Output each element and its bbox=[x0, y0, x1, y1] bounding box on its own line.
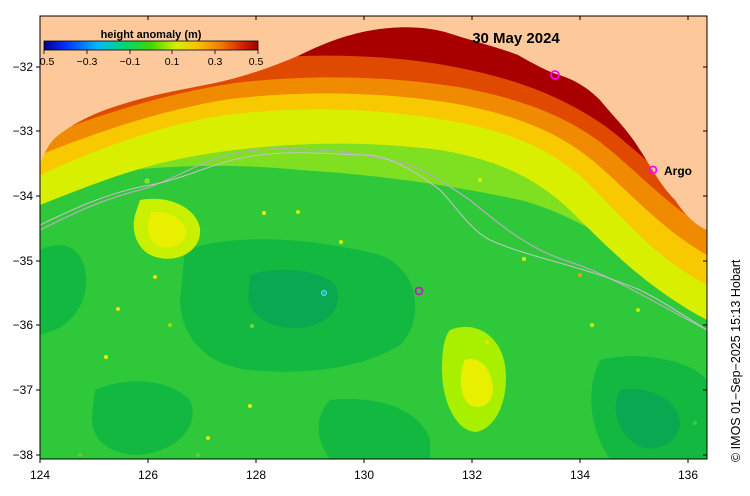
x-tick-label: 132 bbox=[462, 468, 482, 482]
argo-legend: Argo bbox=[648, 164, 692, 178]
contour-band-red-orange bbox=[40, 45, 707, 229]
observation-point bbox=[262, 211, 266, 215]
observation-point bbox=[250, 324, 254, 328]
colorbar-tick: 0.3 bbox=[208, 56, 223, 68]
x-tick-label: 130 bbox=[354, 468, 374, 482]
contour-lower-center-core bbox=[248, 269, 339, 329]
observation-point bbox=[321, 290, 327, 296]
observation-point bbox=[578, 273, 582, 277]
observation-point bbox=[153, 275, 157, 279]
contour-high-southcentral-core bbox=[460, 359, 493, 407]
argo-float-marker[interactable] bbox=[550, 70, 560, 80]
x-tick-label: 136 bbox=[678, 468, 698, 482]
colorbar-bar bbox=[43, 40, 259, 51]
observation-point bbox=[206, 436, 210, 440]
observation-point bbox=[590, 323, 594, 327]
colorbar: height anomaly (m) 0.5 −0.3 −0.1 0.1 0.3… bbox=[40, 29, 264, 68]
observation-point bbox=[116, 307, 120, 311]
observation-point bbox=[693, 421, 697, 425]
colorbar-tick: −0.3 bbox=[77, 56, 98, 68]
y-tick-label: −33 bbox=[13, 124, 34, 138]
y-tick-label: −38 bbox=[13, 448, 34, 462]
argo-legend-label: Argo bbox=[664, 164, 692, 178]
x-tick-label: 126 bbox=[138, 468, 158, 482]
contour-band-yellow bbox=[40, 94, 707, 320]
observation-point bbox=[196, 453, 200, 457]
observation-point bbox=[485, 340, 489, 344]
observation-markers bbox=[78, 70, 697, 457]
credit-text: © IMOS 01−Sep−2025 15:13 Hobart bbox=[729, 259, 743, 462]
map-plot-area bbox=[40, 16, 707, 459]
contour-band-orange-yellow bbox=[40, 76, 707, 285]
observation-point bbox=[168, 323, 172, 327]
x-tick-label: 134 bbox=[570, 468, 590, 482]
y-tick-label: −32 bbox=[13, 60, 34, 74]
colorbar-tick: −0.1 bbox=[120, 56, 141, 68]
contour-low-south bbox=[318, 399, 430, 459]
x-axis-labels: 124 126 128 130 132 134 136 bbox=[30, 468, 698, 482]
observation-point bbox=[248, 404, 252, 408]
x-tick-label: 128 bbox=[246, 468, 266, 482]
observation-point bbox=[144, 178, 150, 184]
observation-point bbox=[104, 355, 108, 359]
y-axis-ticks bbox=[36, 66, 707, 456]
y-tick-label: −35 bbox=[13, 254, 34, 268]
observation-point bbox=[478, 178, 482, 182]
colorbar-tick: 0.5 bbox=[40, 56, 55, 68]
date-title: 30 May 2024 bbox=[472, 30, 560, 47]
x-axis-ticks bbox=[39, 16, 689, 463]
argo-legend-icon bbox=[648, 165, 658, 175]
y-tick-label: −37 bbox=[13, 383, 34, 397]
contour-low-southeast-core bbox=[615, 389, 680, 449]
x-tick-label: 124 bbox=[30, 468, 50, 482]
y-tick-label: −34 bbox=[13, 189, 34, 203]
contour-low-southwest bbox=[91, 381, 193, 455]
argo-float-marker[interactable] bbox=[414, 286, 424, 296]
y-tick-label: −36 bbox=[13, 318, 34, 332]
observation-point bbox=[636, 308, 640, 312]
observation-point bbox=[296, 210, 300, 214]
contour-high-west-core bbox=[147, 211, 186, 248]
plot-frame bbox=[39, 15, 708, 460]
observation-point bbox=[78, 453, 82, 457]
colorbar-tick: 0.5 bbox=[249, 56, 264, 68]
colorbar-title: height anomaly (m) bbox=[101, 29, 202, 41]
contour-low-west bbox=[40, 245, 86, 335]
observation-point bbox=[522, 257, 526, 261]
colorbar-tick: 0.1 bbox=[165, 56, 180, 68]
y-axis-labels: −32 −33 −34 −35 −36 −37 −38 bbox=[13, 60, 34, 462]
land-australia bbox=[40, 16, 707, 230]
bathymetry-contour-slope bbox=[40, 152, 707, 331]
observation-point bbox=[339, 240, 343, 244]
